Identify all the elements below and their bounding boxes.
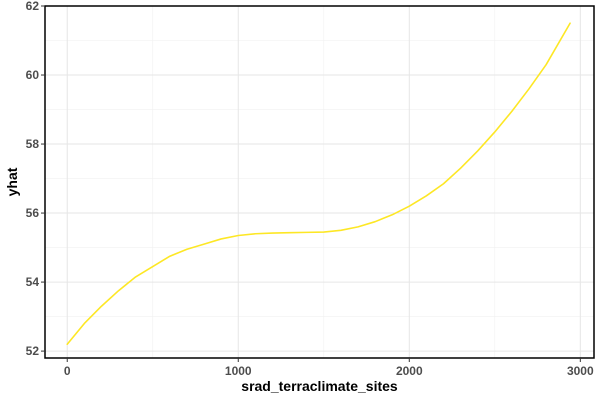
- x-axis-ticks: 0 1000 2000 3000: [64, 358, 594, 378]
- y-tick-label: 60: [26, 68, 40, 82]
- x-tick-label: 0: [64, 364, 71, 378]
- minor-grid: [45, 6, 594, 358]
- y-tick-label: 56: [26, 206, 40, 220]
- y-axis-ticks: 52 54 56 58 60 62: [26, 0, 45, 358]
- series-layer: [66, 22, 571, 345]
- y-axis-title: yhat: [4, 167, 20, 196]
- x-tick-label: 1000: [225, 364, 252, 378]
- x-axis-title: srad_terraclimate_sites: [241, 378, 398, 394]
- series-line: [66, 22, 571, 345]
- y-tick-label: 58: [26, 137, 40, 151]
- panel-border: [44, 5, 595, 359]
- y-tick-label: 62: [26, 0, 40, 13]
- y-tick-label: 54: [26, 275, 40, 289]
- y-tick-label: 52: [26, 344, 40, 358]
- x-tick-label: 2000: [396, 364, 423, 378]
- x-tick-label: 3000: [567, 364, 594, 378]
